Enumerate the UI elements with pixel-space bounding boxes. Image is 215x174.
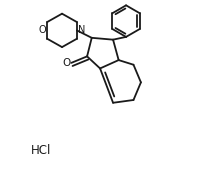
Text: N: N: [78, 25, 85, 35]
Text: O: O: [39, 25, 46, 35]
Text: HCl: HCl: [31, 144, 51, 157]
Text: O: O: [63, 58, 71, 68]
